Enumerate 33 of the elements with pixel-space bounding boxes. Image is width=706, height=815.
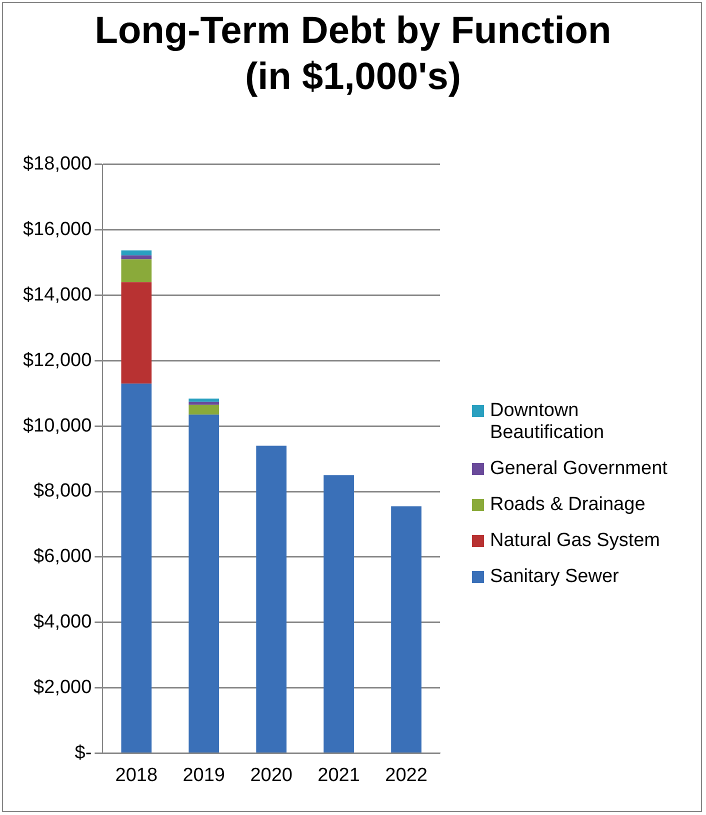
bar [256,446,287,752]
legend-label: Sanitary Sewer [490,566,619,588]
bar [188,398,220,402]
legend-label: General Government [490,458,668,480]
bar [121,259,152,282]
x-tick-label: 2018 [115,764,158,786]
x-tick-label: 2022 [385,764,428,786]
bar [188,404,220,415]
chart-title: Long-Term Debt by Function (in $1,000's) [94,9,612,100]
x-tick-label: 2020 [250,764,292,786]
bar [121,250,152,256]
y-tick-label: $8,000 [34,480,92,502]
y-tick-label: $14,000 [22,284,92,306]
bar [121,255,152,260]
y-tick-label: $18,000 [22,154,92,175]
y-tick-label: $6,000 [34,546,92,568]
bar [188,414,220,752]
y-tick-label: $12,000 [22,350,92,371]
x-tick-label: 2021 [318,764,360,786]
bar [188,402,220,405]
bar [391,506,422,752]
y-tick-label: $10,000 [22,415,92,436]
bar [324,475,354,752]
y-tick-label: $- [74,742,92,764]
y-tick-label: $16,000 [22,219,92,240]
bar [121,282,152,384]
legend-label: Downtown Beautification [490,400,606,444]
legend-label: Natural Gas System [490,530,660,552]
bar [121,384,152,752]
y-tick-label: $2,000 [34,677,92,698]
legend-label: Roads & Drainage [490,494,646,516]
x-tick-label: 2019 [182,764,226,786]
y-tick-label: $4,000 [34,612,92,633]
